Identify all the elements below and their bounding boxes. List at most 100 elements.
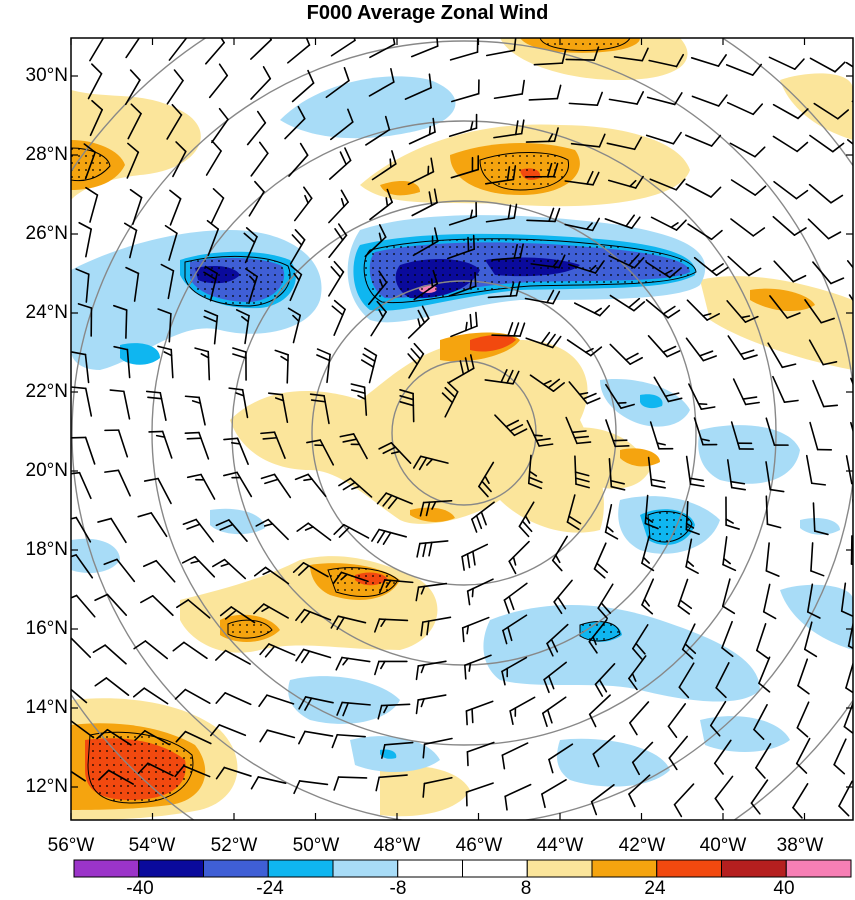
wind-barb-flag xyxy=(426,458,434,466)
wind-barb xyxy=(244,314,250,345)
wind-barb-flag xyxy=(636,91,645,105)
wind-barb-flag xyxy=(186,437,202,440)
lat-label: 14°N xyxy=(25,697,68,718)
wind-barb-flag xyxy=(417,309,426,324)
wind-barb-flag xyxy=(645,516,654,523)
wind-barb-flag xyxy=(521,520,533,533)
wind-barb xyxy=(797,658,809,687)
wind-barb-flag xyxy=(340,197,345,208)
wind-barb-flag xyxy=(715,266,729,277)
lat-label: 28°N xyxy=(25,144,68,165)
wind-barb-flag xyxy=(832,142,845,153)
wind-barb-flag xyxy=(274,349,289,356)
wind-barb-flag xyxy=(360,359,375,368)
wind-barb xyxy=(568,102,599,106)
wind-barb-flag xyxy=(754,146,766,158)
wind-barb-flag xyxy=(78,221,92,230)
wind-barb-flag xyxy=(552,382,565,393)
wind-barb xyxy=(493,93,524,100)
wind-barb-flag xyxy=(783,399,799,404)
wind-barb xyxy=(384,579,414,584)
wind-barb-flag xyxy=(291,234,303,246)
wind-barb-flag xyxy=(484,475,490,485)
wind-barb-flag xyxy=(688,477,704,482)
wind-barb xyxy=(284,117,306,140)
wind-barb xyxy=(758,656,771,685)
wind-barb xyxy=(236,437,249,466)
wind-barb xyxy=(198,431,210,460)
colorbar-label: 40 xyxy=(773,878,795,899)
lon-label: 40°W xyxy=(699,835,747,856)
wind-barb-flag xyxy=(794,58,805,70)
wind-barb-flag xyxy=(262,436,278,440)
wind-barb xyxy=(649,178,677,191)
wind-barb-flag xyxy=(594,261,605,274)
wind-barb xyxy=(307,522,332,541)
wind-barb xyxy=(266,694,295,705)
wind-barb xyxy=(685,183,712,198)
wind-barb-flag xyxy=(820,317,835,324)
wind-barb-flag xyxy=(143,559,158,568)
wind-barb xyxy=(71,720,95,739)
wind-barb xyxy=(570,142,601,148)
wind-barb-flag xyxy=(95,26,104,36)
wind-barb xyxy=(846,260,853,269)
wind-barb xyxy=(264,566,290,585)
wind-barb-flag xyxy=(164,224,178,235)
wind-barb xyxy=(597,583,614,609)
wind-barb xyxy=(592,735,616,755)
wind-barb-flag xyxy=(610,479,625,485)
wind-barb-flag xyxy=(555,554,561,564)
wind-barb xyxy=(765,495,769,525)
wind-barb xyxy=(484,379,514,385)
lon-label: 54°W xyxy=(128,835,176,856)
wind-barb-flag xyxy=(593,46,600,61)
wind-barb xyxy=(565,416,578,445)
wind-barb xyxy=(722,536,728,566)
wind-barb-flag xyxy=(382,446,397,455)
wind-barb xyxy=(89,108,103,137)
wind-barb-flag xyxy=(571,430,587,434)
wind-barb xyxy=(412,392,415,423)
wind-barb-flag xyxy=(509,281,515,297)
wind-barb-flag xyxy=(592,753,600,768)
wind-barb-flag xyxy=(384,115,391,131)
wind-barb xyxy=(328,159,352,180)
wind-barb xyxy=(805,454,813,485)
wind-barb-flag xyxy=(186,523,201,530)
wind-barb-flag xyxy=(309,393,325,397)
wind-barb xyxy=(525,140,556,143)
wind-barb-flag xyxy=(834,61,846,73)
colorbar-swatch xyxy=(138,859,204,878)
wind-barb-flag xyxy=(376,530,386,544)
wind-barb xyxy=(838,780,853,807)
wind-barb-flag xyxy=(754,185,767,196)
wind-barb-flag xyxy=(710,134,722,147)
wind-barb xyxy=(685,134,713,147)
wind-barb-flag xyxy=(103,558,118,566)
wind-barb xyxy=(417,694,447,701)
wind-barb-flag xyxy=(709,724,721,737)
lon-label: 52°W xyxy=(210,835,258,856)
wind-barb-flag xyxy=(85,186,99,196)
wind-barb-flag xyxy=(430,157,435,173)
wind-barb xyxy=(678,662,695,689)
wind-barb-flag xyxy=(506,369,514,384)
wind-barb-flag xyxy=(428,73,432,89)
wind-barb xyxy=(604,503,613,533)
wind-barb xyxy=(840,582,847,612)
wind-barb-flag xyxy=(249,275,257,284)
wind-barb-flag xyxy=(155,434,166,438)
wind-barb-flag xyxy=(594,683,604,697)
wind-barb xyxy=(408,131,436,145)
wind-barb xyxy=(168,232,178,261)
wind-barb-flag xyxy=(428,125,432,136)
wind-barb-flag xyxy=(140,595,154,604)
wind-barb-flag xyxy=(339,151,347,166)
wind-barb xyxy=(750,779,769,804)
wind-barb-flag xyxy=(597,607,608,620)
wind-barb-flag xyxy=(378,309,384,318)
wind-barb xyxy=(566,494,576,523)
wind-barb-flag xyxy=(721,647,734,658)
wind-barb xyxy=(364,236,387,258)
